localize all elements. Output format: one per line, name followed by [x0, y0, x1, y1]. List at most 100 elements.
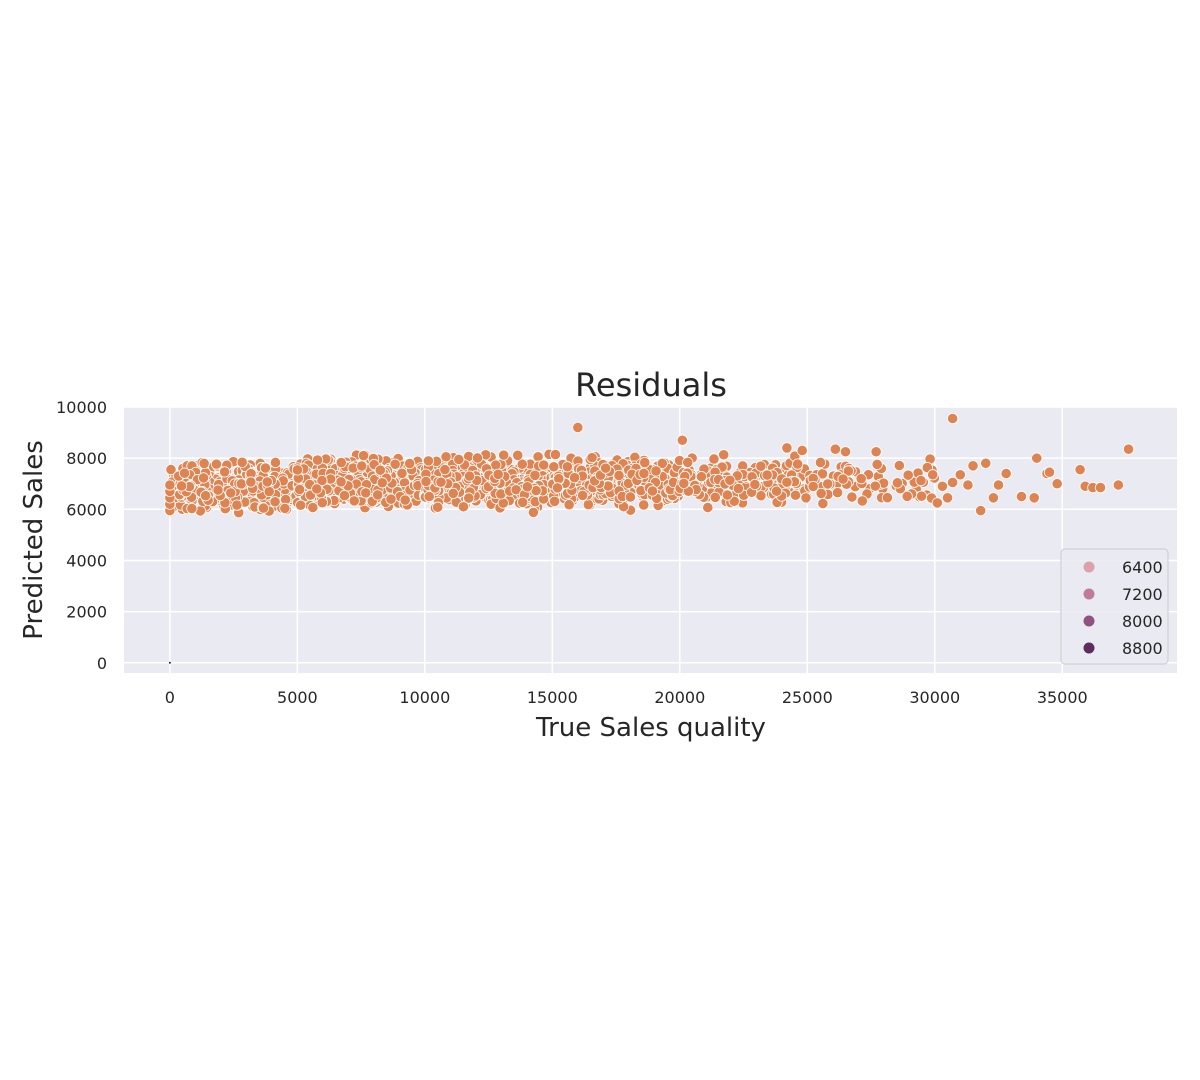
scatter-point — [261, 476, 273, 488]
scatter-point — [198, 457, 210, 470]
scatter-point — [936, 480, 949, 492]
scatter-point — [164, 479, 176, 491]
scatter-point — [842, 465, 855, 477]
scatter-point — [529, 469, 541, 481]
scatter-point — [210, 458, 223, 470]
scatter-point — [962, 479, 974, 491]
scatter-point — [695, 471, 708, 483]
scatter-point — [927, 469, 939, 481]
scatter-point — [294, 483, 306, 496]
scatter-point — [761, 469, 773, 481]
scatter-point — [527, 506, 540, 518]
scatter-point — [269, 456, 282, 469]
scatter-point — [676, 434, 688, 446]
scatter-point — [376, 477, 388, 489]
scatter-point — [814, 456, 827, 469]
scatter-point — [856, 495, 868, 507]
scatter-point — [307, 501, 319, 514]
scatter-point — [1122, 443, 1135, 455]
scatter-point — [291, 464, 304, 476]
y-tick-labels: 0 2000 4000 6000 8000 10000 — [56, 398, 107, 673]
scatter-point — [517, 496, 529, 508]
scatter-point — [967, 460, 979, 472]
scatter-point — [781, 442, 793, 454]
x-tick-label: 0 — [165, 688, 175, 707]
y-tick-label: 2000 — [66, 603, 107, 622]
scatter-point — [435, 476, 447, 488]
scatter-point — [572, 421, 584, 434]
scatter-point — [650, 465, 662, 477]
scatter-point — [871, 458, 883, 470]
scatter-point — [200, 490, 212, 502]
x-tick-label: 30000 — [909, 688, 960, 707]
scatter-point — [563, 499, 575, 511]
scatter-point — [263, 485, 275, 498]
scatter-point — [891, 477, 904, 489]
scatter-point — [568, 472, 581, 484]
scatter-point — [577, 489, 589, 501]
scatter-point — [1094, 481, 1107, 494]
legend-box — [1060, 548, 1169, 665]
scatter-point — [225, 487, 237, 499]
scatter-point — [338, 489, 351, 502]
scatter-point — [755, 460, 767, 472]
scatter-point — [356, 460, 368, 472]
scatter-point — [423, 490, 435, 503]
scatter-point — [947, 412, 959, 425]
scatter-point — [548, 461, 560, 473]
scatter-point — [311, 454, 324, 466]
scatter-point — [796, 444, 808, 457]
scatter-point — [721, 489, 733, 501]
x-tick-label: 10000 — [399, 688, 450, 707]
scatter-point — [516, 458, 528, 470]
scatter-point — [561, 461, 573, 473]
scatter-point — [490, 459, 502, 471]
scatter-point — [311, 483, 323, 495]
scatter-point — [1051, 478, 1063, 490]
scatter-point — [718, 449, 730, 461]
scatter-point — [231, 499, 243, 511]
scatter-point — [954, 469, 966, 481]
scatter-point — [372, 489, 384, 501]
scatter-point — [245, 476, 257, 488]
scatter-point — [901, 490, 913, 502]
scatter-points — [164, 412, 1135, 664]
scatter-point — [422, 455, 435, 467]
annotation-dot — [168, 661, 171, 664]
scatter-point — [781, 476, 793, 488]
scatter-point — [817, 497, 829, 510]
scatter-point — [915, 490, 928, 502]
y-tick-label: 8000 — [66, 449, 107, 468]
scatter-point — [931, 497, 943, 509]
scatter-point — [839, 446, 852, 458]
legend-label: 8800 — [1122, 639, 1163, 658]
scatter-point — [678, 477, 690, 490]
scatter-point — [1031, 452, 1043, 464]
scatter-point — [453, 453, 465, 466]
scatter-point — [432, 501, 444, 513]
scatter-point — [497, 497, 509, 509]
scatter-point — [548, 495, 561, 507]
scatter-point — [915, 474, 927, 487]
scatter-point — [600, 462, 612, 474]
scatter-point — [175, 480, 188, 492]
scatter-point — [831, 487, 844, 499]
scatter-point — [749, 478, 761, 491]
scatter-point — [980, 457, 992, 469]
scatter-point — [404, 457, 416, 470]
scatter-point — [638, 499, 650, 511]
scatter-point — [457, 501, 470, 513]
scatter-point — [1028, 492, 1040, 504]
scatter-point — [440, 451, 452, 463]
scatter-point — [236, 456, 248, 468]
scatter-point — [902, 469, 914, 481]
x-tick-label: 15000 — [527, 688, 578, 707]
x-tick-label: 5000 — [277, 688, 318, 707]
y-tick-label: 10000 — [56, 398, 107, 417]
legend: 6400 7200 8000 8800 — [1060, 548, 1169, 665]
scatter-point — [893, 459, 905, 472]
scatter-point — [498, 449, 510, 461]
scatter-point — [439, 463, 451, 476]
scatter-point — [1074, 464, 1086, 476]
